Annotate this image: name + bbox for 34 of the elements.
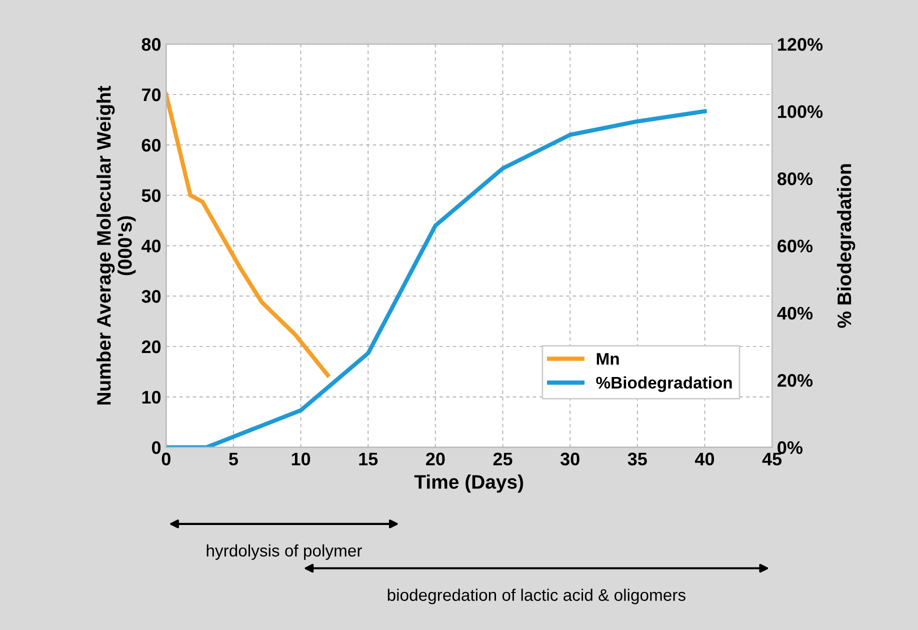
y-tick-label: 30 bbox=[142, 290, 161, 303]
legend-label: %Biodegradation bbox=[596, 376, 732, 392]
text: hyrdolysis of polymer bbox=[206, 544, 362, 560]
y2-tick-label: 20% bbox=[778, 374, 813, 387]
y-tick-label: 20 bbox=[142, 340, 161, 354]
x-tick-label: 25 bbox=[493, 452, 512, 466]
x-tick-label: 45 bbox=[762, 452, 782, 466]
y2-tick-label: 60% bbox=[778, 240, 813, 252]
y-tick-label: 0 bbox=[152, 441, 161, 454]
x-tick-label: 20 bbox=[426, 452, 445, 466]
y-tick-label: 40 bbox=[141, 240, 161, 252]
y-tick-label: 70 bbox=[142, 88, 161, 102]
y2-tick-label: 120% bbox=[778, 38, 823, 51]
y-tick-label: 50 bbox=[142, 189, 161, 202]
x-tick-label: 40 bbox=[694, 452, 714, 466]
y2-axis-title: % Biodegradation bbox=[836, 164, 856, 328]
y-tick-label: 10 bbox=[142, 390, 161, 404]
x-tick-label: 0 bbox=[162, 452, 170, 466]
x-tick-label: 10 bbox=[292, 452, 310, 466]
y-tick-label: 60 bbox=[142, 138, 161, 152]
x-tick-label: 35 bbox=[628, 452, 647, 466]
legend-label: Mn bbox=[596, 353, 619, 365]
y2-tick-label: 0% bbox=[778, 441, 803, 454]
y2-tick-label: 100% bbox=[778, 105, 823, 118]
x-axis-title: Time (Days) bbox=[414, 474, 524, 493]
y-axis-title: Number Average Molecular Weight (000's) bbox=[96, 86, 136, 404]
text: biodegredation of lactic acid & oligomers bbox=[388, 588, 686, 604]
y2-tick-label: 40% bbox=[777, 306, 813, 320]
y-tick-label: 80 bbox=[142, 38, 161, 51]
y2-tick-label: 80% bbox=[777, 172, 813, 186]
x-tick-label: 15 bbox=[359, 452, 378, 466]
x-tick-label: 30 bbox=[560, 452, 580, 466]
x-tick-label: 5 bbox=[229, 452, 238, 466]
line-series bbox=[166, 92, 330, 378]
